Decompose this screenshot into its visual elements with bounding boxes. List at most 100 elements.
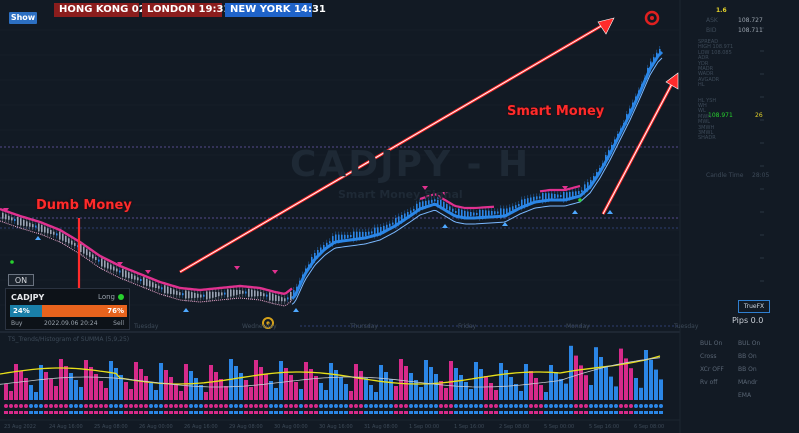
oscillator-toggle[interactable]: Rv off — [700, 379, 718, 386]
histogram-bar — [39, 365, 43, 400]
candle-body — [173, 289, 175, 295]
candle-body — [260, 292, 262, 296]
trend-strip — [559, 411, 563, 414]
candle-body — [512, 206, 514, 211]
histogram-bar — [584, 375, 588, 400]
oscillator-toggle[interactable]: Cross — [700, 353, 717, 360]
candle-body — [362, 231, 364, 237]
candle-body — [8, 215, 10, 220]
histogram-bar — [94, 374, 98, 400]
trend-dot — [329, 404, 333, 408]
pips-readout: Pips 0.0 — [732, 316, 764, 325]
candle-body — [380, 227, 382, 233]
candle-body — [332, 236, 334, 245]
truefx-button[interactable]: TrueFX — [738, 300, 770, 313]
oscillator-toggle[interactable]: MAndr — [738, 379, 758, 386]
candle-time-value: 28:05 — [752, 172, 770, 179]
oscillator-toggle[interactable]: EMA — [738, 392, 752, 399]
show-button[interactable]: Show — [9, 12, 37, 24]
oscillator-toggle[interactable]: BUL On — [738, 340, 761, 347]
histogram-bar — [384, 372, 388, 400]
candle-body — [371, 231, 373, 234]
histogram-bar — [569, 345, 573, 400]
ask-value: 108.727 — [738, 17, 763, 24]
session-new-york: NEW YORK 14:31 — [225, 3, 326, 17]
candle-body — [161, 287, 163, 290]
oscillator-toggle[interactable]: XCr OFF — [700, 366, 724, 373]
candle-body — [95, 257, 97, 260]
histogram-bar — [189, 371, 193, 400]
candle-body — [263, 293, 265, 297]
candle-body — [344, 234, 346, 239]
trend-dot — [189, 404, 193, 408]
trend-strip — [374, 411, 378, 414]
candle-body — [392, 222, 394, 225]
trend-strip — [509, 411, 513, 414]
trend-dot — [584, 404, 588, 408]
candle-body — [527, 198, 529, 205]
time-axis-label: 26 Aug 16:00 — [184, 424, 218, 430]
candle-body — [452, 208, 454, 212]
histogram-bar — [449, 361, 453, 400]
trend-dot — [424, 404, 428, 408]
trend-strip — [614, 411, 618, 414]
histogram-bar — [104, 388, 108, 400]
trend-dot — [324, 404, 328, 408]
trend-strip — [489, 411, 493, 414]
trend-strip — [394, 411, 398, 414]
trend-strip — [594, 411, 598, 414]
histogram-bar — [339, 377, 343, 400]
trend-strip — [499, 411, 503, 414]
arrow-head-icon — [665, 72, 679, 90]
candle-body — [338, 234, 340, 241]
trend-strip — [579, 411, 583, 414]
histogram-bar — [489, 383, 493, 400]
oscillator-toggle[interactable]: BUL On — [700, 340, 723, 347]
candle-body — [182, 293, 184, 296]
histogram-bar — [614, 386, 618, 400]
candle-body — [497, 211, 499, 214]
trend-dot — [659, 404, 663, 408]
trend-dot — [34, 404, 38, 408]
side-panel-row: YDR — [698, 60, 709, 67]
trend-dot — [129, 404, 133, 408]
trend-strip — [644, 411, 648, 414]
candle-body — [383, 225, 385, 231]
trend-dot — [444, 404, 448, 408]
candle-body — [113, 266, 115, 271]
trend-strip — [454, 411, 458, 414]
candle-body — [158, 285, 160, 289]
histogram-bar — [64, 366, 68, 400]
candle-body — [590, 180, 592, 186]
candle-body — [2, 212, 4, 219]
candle-body — [566, 192, 568, 200]
buy-signal-icon — [183, 308, 189, 312]
trend-strip — [84, 411, 88, 414]
oscillator-toggle[interactable]: BB On — [738, 366, 757, 373]
trend-dot — [274, 404, 278, 408]
histogram-bar — [464, 382, 468, 400]
sentiment-timestamp: 2022.09.06 20:24 — [44, 320, 98, 327]
trend-strip — [354, 411, 358, 414]
trend-strip — [324, 411, 328, 414]
candle-body — [251, 289, 253, 297]
trend-strip — [279, 411, 283, 414]
trend-dot — [604, 404, 608, 408]
oscillator-toggle[interactable]: BB On — [738, 353, 757, 360]
session-hong-kong: HONG KONG 02:31 — [54, 3, 164, 17]
candle-body — [167, 286, 169, 294]
on-button[interactable]: ON — [8, 274, 34, 286]
histogram-bar — [34, 392, 38, 400]
trend-dot — [179, 404, 183, 408]
trend-strip — [69, 411, 73, 414]
trend-strip — [544, 411, 548, 414]
candle-body — [68, 238, 70, 244]
trend-strip — [484, 411, 488, 414]
trend-strip — [89, 411, 93, 414]
trend-strip — [129, 411, 133, 414]
histogram-bar — [279, 361, 283, 400]
trend-dot — [14, 404, 18, 408]
trend-dot — [379, 404, 383, 408]
time-axis-label: 31 Aug 08:00 — [364, 424, 398, 430]
